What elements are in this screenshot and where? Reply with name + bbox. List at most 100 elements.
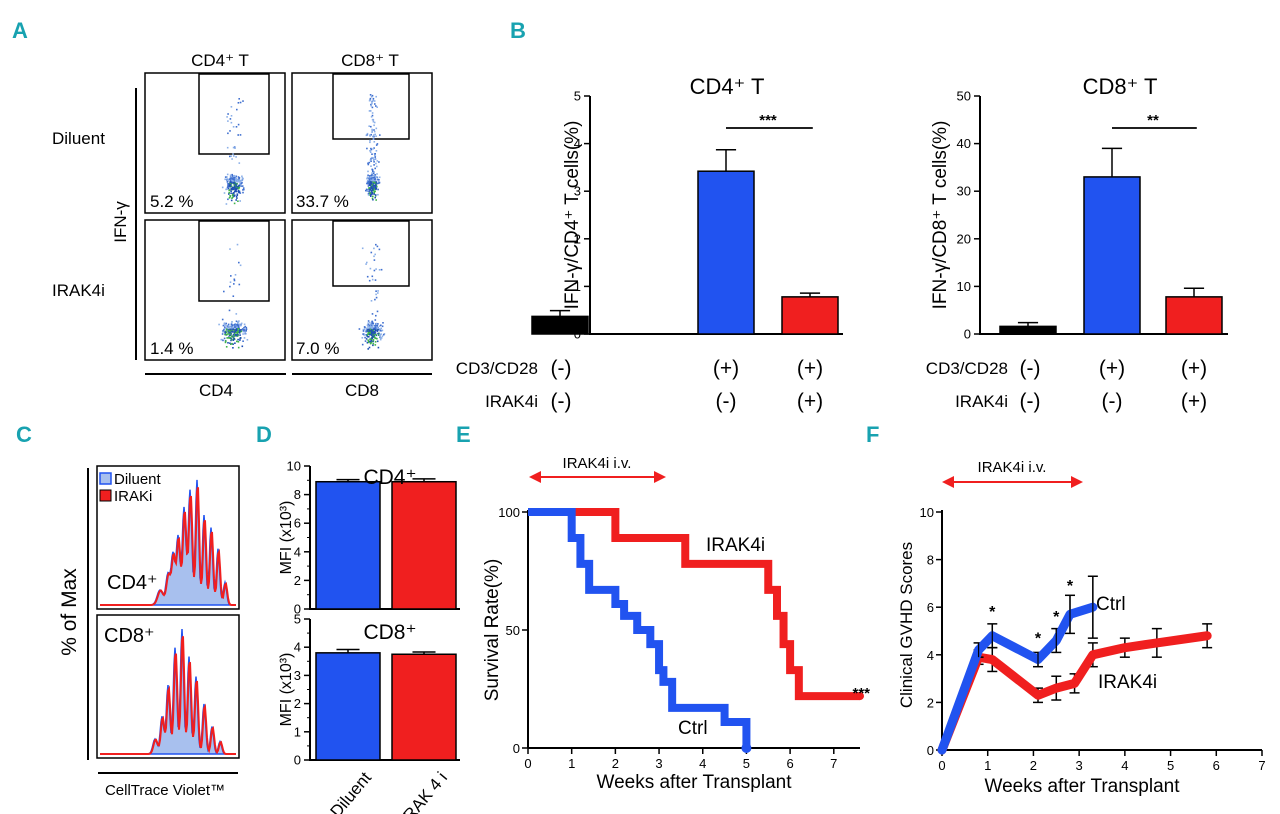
flow-dot-1-270 [374,194,377,196]
flow-dot-2-170 [236,324,238,327]
flow-dot-1-240 [371,106,374,109]
flow-dot-1-48 [367,174,369,177]
flow-dot-3-257 [367,322,369,324]
flow-dot-1-277 [369,141,371,144]
panel-b1-xrow1-label: CD3/CD28 [456,359,538,378]
flow-dot-2-117 [232,336,235,339]
flow-dot-1-113 [375,105,377,107]
flow-gate-cd4-irak4i [198,220,270,302]
histogram-frame-cd8 [96,614,240,759]
flow-dot-2-162 [237,330,240,332]
panel-b1-xrow2-val-2: (+) [797,390,823,413]
flow-dot-0-106 [229,185,232,188]
panel-a-col-header-cd8: CD8⁺ T [341,51,399,70]
flow-dot-2-199 [234,324,236,326]
flow-dot-3-205 [375,293,377,296]
flow-dot-3-157 [369,338,371,340]
flow-dot-0-238 [235,185,238,187]
flow-dot-1-193 [371,101,373,103]
flow-dot-3-245 [371,331,374,334]
B2-ytick-label-0: 0 [964,327,971,342]
flow-dot-3-9 [367,320,370,322]
flow-dot-2-18 [246,339,249,341]
flow-dot-3-228 [377,292,379,294]
flow-dot-1-275 [372,177,375,179]
flow-dot-3-137 [373,269,376,272]
flow-dot-1-26 [365,134,368,137]
flow-dot-2-197 [236,334,239,336]
flow-dot-1-212 [370,165,372,167]
flow-dot-0-197 [235,179,237,181]
flow-dot-1-2 [375,199,377,201]
flow-dot-1-76 [377,182,380,184]
flow-dot-3-30 [374,298,376,301]
E-ytick-label-0: 0 [513,741,520,756]
E-arrow-head-right [654,471,666,483]
panel-b2-xrow2-val-0: (-) [1020,390,1041,413]
panel-a-pct-cd4-diluent: 5.2 % [150,192,193,211]
flow-dot-2-66 [222,331,224,333]
B1-bar-2 [781,296,839,335]
flow-dot-2-155 [233,332,236,335]
flow-dot-1-213 [367,189,369,192]
flow-dot-2-142 [223,290,225,293]
flow-dot-3-213 [369,333,371,336]
histogram-irak-cd4 [100,487,236,606]
flow-dot-1-52 [365,188,368,191]
flow-dot-2-147 [233,279,236,282]
flow-dot-0-149 [228,185,230,188]
flow-dot-0-241 [234,175,237,177]
flow-dot-2-108 [227,333,229,335]
B1-ytick-label-1: 1 [574,279,581,294]
flow-dot-0-194 [225,188,227,191]
flow-dot-3-241 [361,247,364,250]
B2-title: CD8⁺ T [1083,74,1158,99]
F-series-label-irak4i: IRAK4i [1098,672,1157,693]
flow-dot-1-285 [372,118,374,121]
flow-dot-1-46 [374,103,376,105]
flow-dot-1-203 [374,185,377,187]
flow-dot-1-286 [372,170,374,173]
D1-ytick-label-3: 6 [294,516,301,531]
F-arrow-head-left [942,476,954,488]
flow-dot-0-150 [235,188,238,191]
B1-ylabel: IFN-γ/CD4⁺ T cells(%) [562,121,583,310]
F-xtick-label-6: 6 [1213,758,1220,773]
D2-ytick-label-4: 4 [294,640,301,655]
panel-b1-xrow1-val-1: (+) [713,357,739,380]
flow-dot-2-101 [239,339,241,341]
flow-dot-2-113 [240,330,243,333]
flow-dot-0-202 [241,179,243,182]
flow-dot-1-191 [370,96,373,98]
flow-dot-2-201 [231,330,233,333]
histogram-group [100,479,236,755]
flow-dot-2-46 [228,309,231,312]
flow-dot-1-153 [377,178,379,181]
B1-title: CD4⁺ T [690,74,765,99]
flow-dot-3-217 [370,340,373,342]
D2-ytick-label-1: 1 [294,724,301,739]
flow-dot-3-115 [372,336,374,338]
flow-dot-2-159 [229,248,231,250]
E-ytick-label-2: 100 [498,505,520,520]
flow-dot-0-237 [226,146,229,149]
flow-dot-1-119 [369,192,371,194]
flow-dot-0-130 [237,187,240,190]
flow-dot-1-25 [378,181,381,184]
flow-dot-2-228 [237,328,239,330]
flow-dot-3-133 [370,334,373,336]
flow-dot-3-128 [376,245,379,248]
histogram-irak-cd8 [100,636,236,755]
panel-b1-xrow2-val-0: (-) [551,390,572,413]
flow-dot-2-0 [232,343,234,345]
flow-dot-2-225 [234,274,237,276]
flow-dot-2-56 [230,330,232,332]
flow-dot-0-229 [234,177,237,180]
flow-dot-2-11 [243,326,245,329]
flow-dot-0-79 [227,178,230,181]
flow-dot-2-152 [230,323,233,326]
flow-dot-3-175 [372,329,374,332]
flow-dot-1-229 [369,135,371,137]
flow-dot-1-181 [368,161,371,164]
